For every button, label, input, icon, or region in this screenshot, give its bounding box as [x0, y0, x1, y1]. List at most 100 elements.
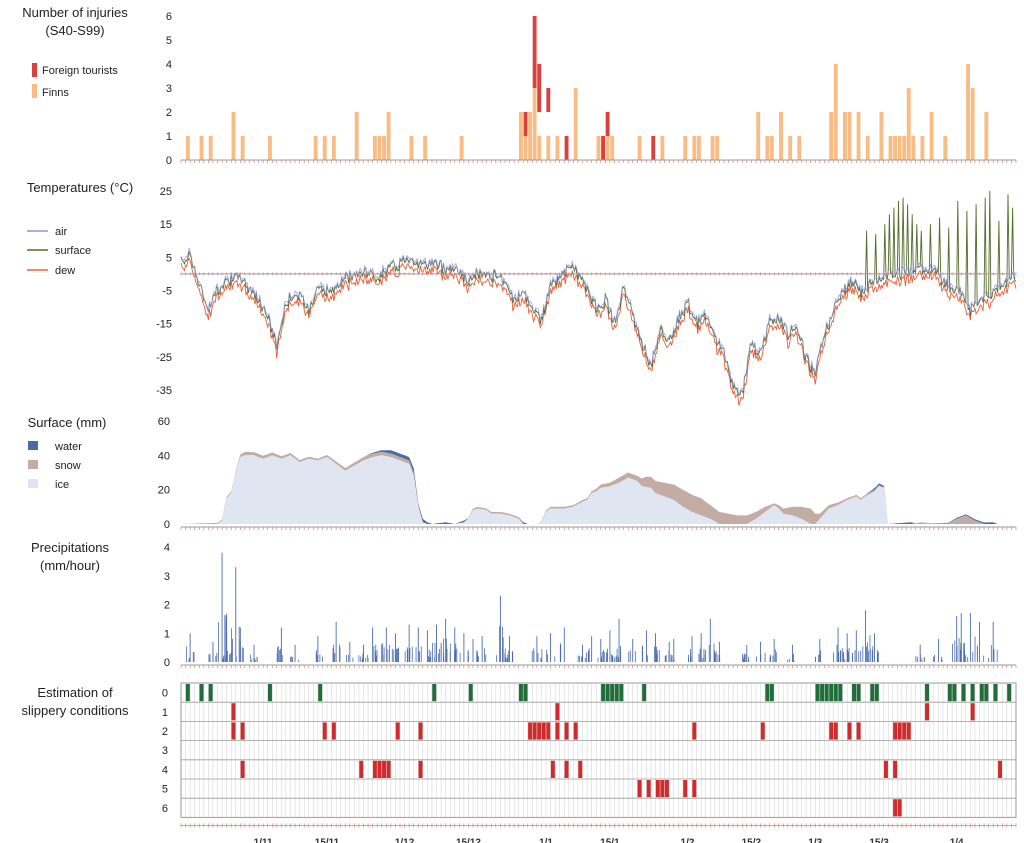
slippery-cell: [240, 722, 245, 740]
legend-ice-swatch: [28, 479, 38, 488]
date-tick-label: 1/4: [950, 837, 964, 843]
slippery-cell: [970, 684, 975, 702]
slippery-cell: [528, 722, 533, 740]
finns-bar: [610, 136, 615, 160]
temperatures-y-ticks: 25 15 5 -5 -15 -25 -35: [156, 186, 172, 397]
finns-bar: [906, 88, 911, 160]
date-tick-labels: 1/11 15/11 1/12 15/12 1/1 15/1 1/2 15/2 1/3 15/3 1…: [254, 837, 964, 843]
slippery-cell: [555, 722, 560, 740]
finns-bar: [879, 112, 884, 160]
slippery-cell: [1007, 684, 1012, 702]
slippery-cell: [952, 684, 957, 702]
slippery-cell: [523, 684, 528, 702]
slippery-cell: [984, 684, 989, 702]
slippery-cell: [322, 722, 327, 740]
slippery-cell: [418, 760, 423, 778]
slippery-cell: [897, 722, 902, 740]
slippery-row-label: 5: [162, 784, 168, 796]
injuries-title: Number of injuries: [22, 5, 128, 20]
date-tick-label: 15/3: [869, 837, 889, 843]
finns-bar: [240, 136, 245, 160]
finns-bar: [605, 136, 610, 160]
precipitations-panel: Precipitations (mm/hour) 4 3 2 1 0: [31, 540, 1017, 669]
injuries-y-ticks: 6 5 4 3 2 1 0: [166, 11, 172, 167]
slippery-cell: [418, 722, 423, 740]
finns-bar: [573, 88, 578, 160]
finns-bar: [532, 88, 537, 160]
slippery-row-label: 1: [162, 707, 168, 719]
slippery-cell: [829, 722, 834, 740]
finns-bar: [756, 112, 761, 160]
slippery-cell: [231, 703, 236, 721]
finns-bar: [596, 136, 601, 160]
legend-foreign-swatch: [32, 63, 37, 77]
temperatures-title: Temperatures (°C): [27, 180, 133, 195]
finns-bar: [208, 136, 213, 160]
legend-water-swatch: [28, 441, 38, 450]
slippery-cell: [550, 760, 555, 778]
finns-bar: [842, 112, 847, 160]
slippery-row-label: 2: [162, 726, 168, 738]
slippery-cell: [359, 760, 364, 778]
slippery-cell: [555, 703, 560, 721]
surface-areas: [180, 450, 1017, 530]
slippery-cell: [692, 780, 697, 798]
finns-bar: [966, 64, 971, 160]
snow-area: [181, 451, 1016, 524]
surface-y-tick-label: 60: [158, 416, 170, 428]
slippery-cell: [199, 684, 204, 702]
finns-bar: [765, 136, 770, 160]
temperatures-y-tick-label: -35: [156, 385, 172, 397]
temperatures-y-tick-label: -25: [156, 352, 172, 364]
surface-y-ticks: 60 40 20 0: [158, 416, 170, 531]
slippery-cell: [518, 684, 523, 702]
date-tick-label: 1/1: [539, 837, 553, 843]
finns-bar: [779, 112, 783, 160]
finns-bar: [856, 112, 861, 160]
slippery-cell: [683, 780, 688, 798]
foreign-bar: [564, 136, 569, 160]
slippery-cell: [386, 760, 391, 778]
slippery-row-labels: 0 1 2 3 4 5 6: [162, 688, 168, 815]
slippery-cell: [833, 722, 838, 740]
slippery-cell: [395, 722, 400, 740]
slippery-cell: [318, 684, 323, 702]
precipitations-y-tick-label: 2: [164, 600, 170, 612]
slippery-cell: [998, 760, 1003, 778]
finns-bar: [372, 136, 377, 160]
temperatures-panel: Temperatures (°C) air surface dew 25 15 5 -…: [27, 180, 1017, 406]
slippery-cell: [852, 684, 857, 702]
injuries-y-tick-label: 1: [166, 131, 172, 143]
legend-snow-label: snow: [55, 460, 81, 472]
slippery-cell: [947, 684, 952, 702]
slippery-cell: [660, 780, 665, 798]
slippery-row-label: 0: [162, 688, 168, 700]
legend-dew-label: dew: [55, 265, 75, 277]
slippery-cell: [614, 684, 619, 702]
slippery-subtitle: slippery conditions: [22, 703, 129, 718]
slippery-cell: [377, 760, 382, 778]
finns-bar: [847, 112, 852, 160]
finns-bar: [692, 136, 697, 160]
slippery-cell: [564, 760, 569, 778]
slippery-cell: [601, 684, 606, 702]
injuries-y-tick-label: 2: [166, 107, 172, 119]
slippery-row-label: 4: [162, 764, 168, 776]
finns-bar: [696, 136, 701, 160]
injuries-bars: [180, 16, 1017, 163]
finns-bar: [331, 136, 336, 160]
finns-bar: [199, 136, 204, 160]
precipitations-title: Precipitations: [31, 540, 110, 555]
slippery-grid: [180, 682, 1017, 828]
finns-bar: [555, 136, 560, 160]
finns-bar: [313, 136, 318, 160]
slippery-cell: [765, 684, 770, 702]
precipitations-y-tick-label: 0: [164, 657, 170, 669]
finns-bar: [528, 112, 532, 160]
foreign-bar: [651, 136, 656, 160]
temperatures-y-tick-label: -15: [156, 319, 172, 331]
injuries-y-tick-label: 0: [166, 155, 172, 167]
finns-bar: [386, 112, 391, 160]
finns-bar: [897, 136, 902, 160]
slippery-frame: [180, 682, 1017, 818]
